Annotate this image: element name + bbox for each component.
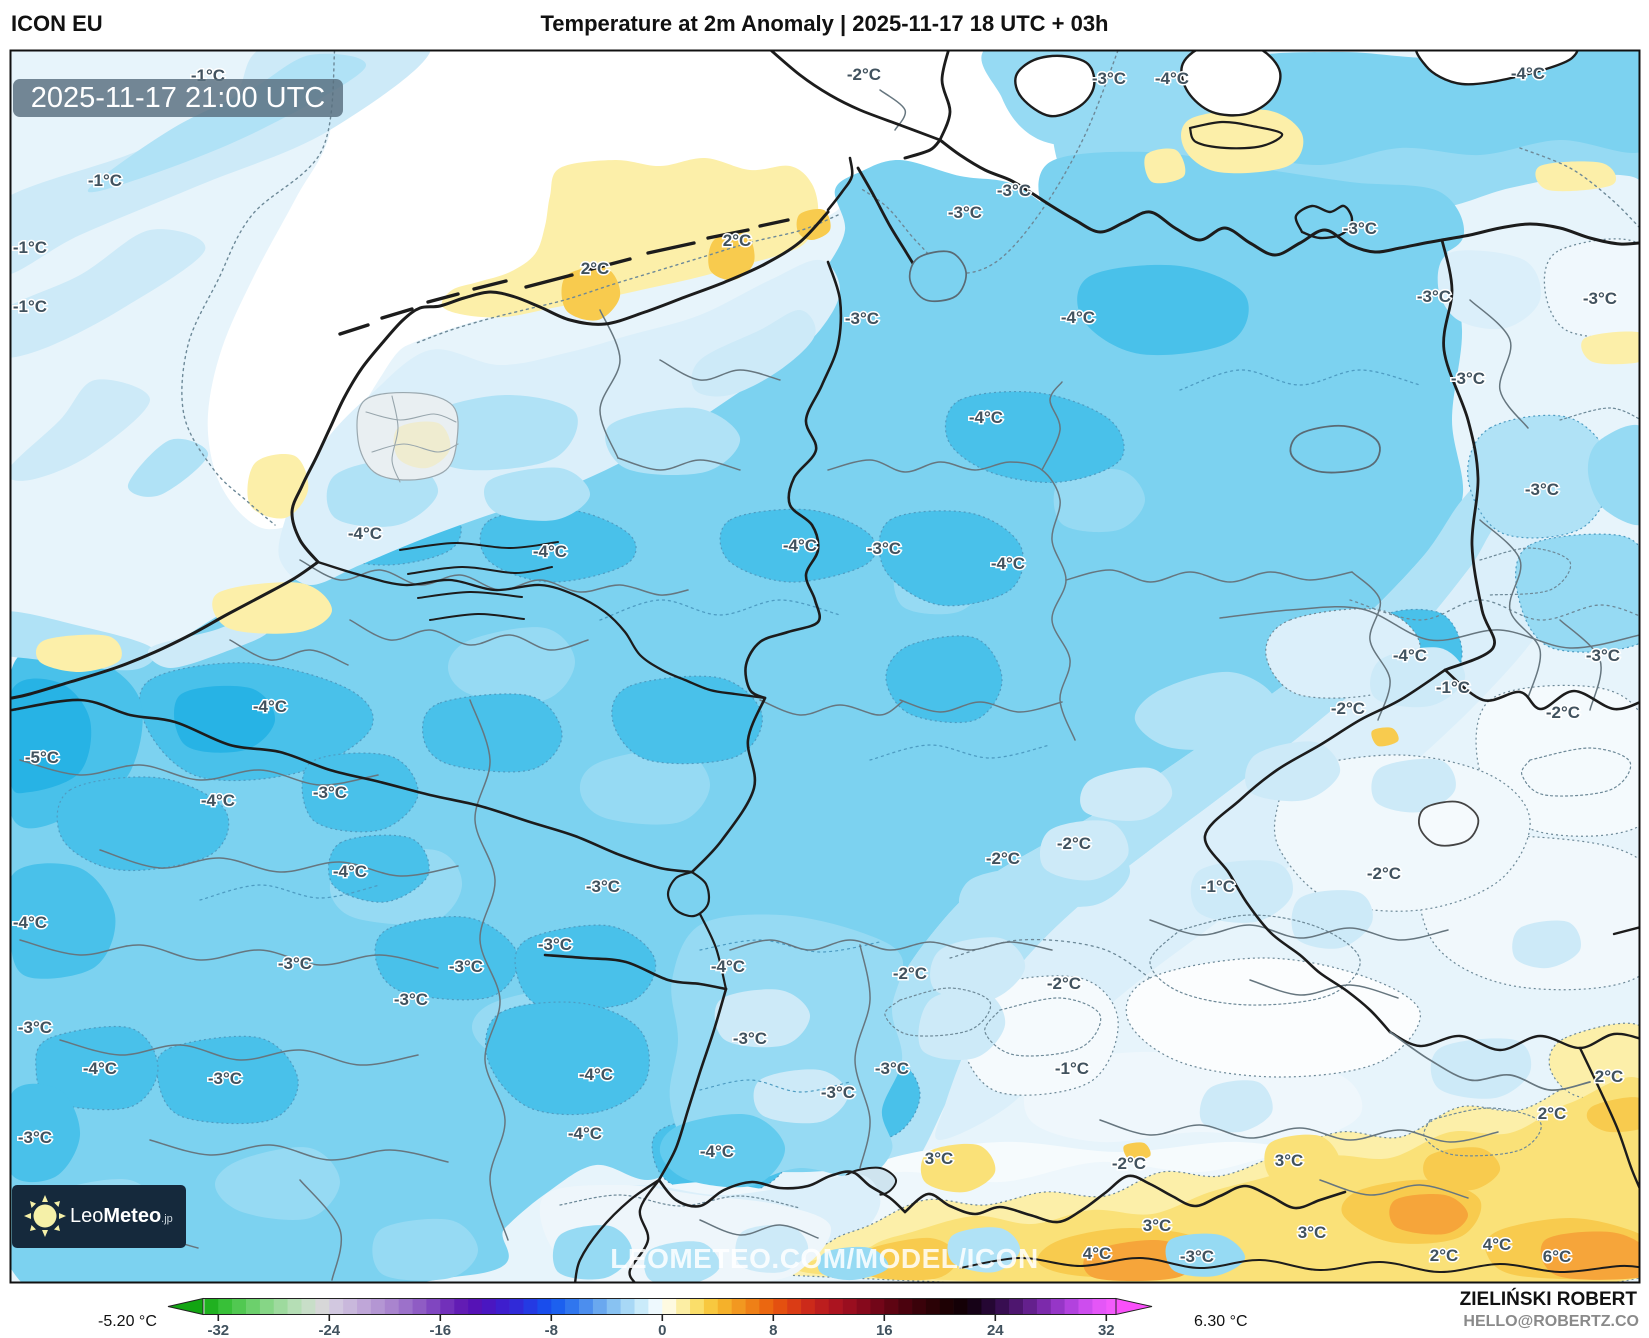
svg-text:-4°C: -4°C <box>1393 646 1427 665</box>
svg-text:6°C: 6°C <box>1543 1247 1572 1266</box>
svg-text:-32: -32 <box>207 1322 229 1338</box>
svg-text:24: 24 <box>987 1322 1004 1338</box>
svg-text:-4°C: -4°C <box>991 554 1025 573</box>
svg-text:3°C: 3°C <box>1275 1151 1304 1170</box>
svg-text:-4°C: -4°C <box>783 536 817 555</box>
svg-text:16: 16 <box>876 1322 893 1338</box>
svg-text:-1°C: -1°C <box>1201 877 1235 896</box>
svg-text:-2°C: -2°C <box>847 65 881 84</box>
svg-text:-4°C: -4°C <box>533 542 567 561</box>
svg-text:-2°C: -2°C <box>1367 864 1401 883</box>
svg-text:-3°C: -3°C <box>18 1128 52 1147</box>
svg-text:2°C: 2°C <box>581 259 610 278</box>
svg-text:-4°C: -4°C <box>700 1142 734 1161</box>
svg-text:-4°C: -4°C <box>333 862 367 881</box>
svg-text:3°C: 3°C <box>1143 1216 1172 1235</box>
svg-text:-4°C: -4°C <box>579 1065 613 1084</box>
svg-text:-3°C: -3°C <box>875 1059 909 1078</box>
svg-text:-2°C: -2°C <box>1112 1154 1146 1173</box>
svg-text:-3°C: -3°C <box>997 181 1031 200</box>
svg-text:2°C: 2°C <box>1595 1067 1624 1086</box>
svg-text:-3°C: -3°C <box>1586 646 1620 665</box>
svg-text:-1°C: -1°C <box>13 238 47 257</box>
svg-text:0: 0 <box>658 1322 666 1338</box>
svg-text:-4°C: -4°C <box>348 524 382 543</box>
svg-text:-3°C: -3°C <box>1092 69 1126 88</box>
svg-text:-2°C: -2°C <box>1331 699 1365 718</box>
svg-text:-2°C: -2°C <box>1047 974 1081 993</box>
svg-text:-4°C: -4°C <box>1511 64 1545 83</box>
svg-text:2°C: 2°C <box>723 231 752 250</box>
svg-text:2°C: 2°C <box>1430 1246 1459 1265</box>
svg-text:3°C: 3°C <box>925 1149 954 1168</box>
svg-text:-3°C: -3°C <box>1583 289 1617 308</box>
svg-text:-4°C: -4°C <box>201 791 235 810</box>
svg-text:-3°C: -3°C <box>733 1029 767 1048</box>
svg-text:8: 8 <box>769 1322 777 1338</box>
svg-text:-3°C: -3°C <box>449 957 483 976</box>
svg-text:-3°C: -3°C <box>845 309 879 328</box>
svg-text:-4°C: -4°C <box>83 1059 117 1078</box>
svg-text:-3°C: -3°C <box>948 203 982 222</box>
svg-text:-2°C: -2°C <box>1057 834 1091 853</box>
svg-text:4°C: 4°C <box>1483 1235 1512 1254</box>
svg-text:-4°C: -4°C <box>253 697 287 716</box>
svg-text:-3°C: -3°C <box>538 935 572 954</box>
svg-text:-1°C: -1°C <box>88 171 122 190</box>
svg-text:-3°C: -3°C <box>1525 480 1559 499</box>
svg-text:32: 32 <box>1098 1322 1115 1338</box>
svg-text:-2°C: -2°C <box>986 849 1020 868</box>
svg-text:-8: -8 <box>545 1322 558 1338</box>
svg-text:-4°C: -4°C <box>711 957 745 976</box>
svg-text:-3°C: -3°C <box>1180 1247 1214 1266</box>
svg-text:-3°C: -3°C <box>1343 219 1377 238</box>
svg-text:-1°C: -1°C <box>13 297 47 316</box>
svg-text:4°C: 4°C <box>1083 1244 1112 1263</box>
svg-text:-3°C: -3°C <box>1417 287 1451 306</box>
svg-text:-4°C: -4°C <box>1155 69 1189 88</box>
svg-text:-2°C: -2°C <box>893 964 927 983</box>
svg-text:-4°C: -4°C <box>568 1124 602 1143</box>
svg-text:-3°C: -3°C <box>867 539 901 558</box>
svg-text:2°C: 2°C <box>1538 1104 1567 1123</box>
svg-text:-1°C: -1°C <box>1436 678 1470 697</box>
svg-text:-3°C: -3°C <box>586 877 620 896</box>
svg-text:-24: -24 <box>318 1322 340 1338</box>
svg-text:-3°C: -3°C <box>18 1018 52 1037</box>
svg-text:-3°C: -3°C <box>208 1069 242 1088</box>
svg-text:-3°C: -3°C <box>394 990 428 1009</box>
svg-text:-3°C: -3°C <box>278 954 312 973</box>
svg-text:-2°C: -2°C <box>1546 703 1580 722</box>
svg-text:3°C: 3°C <box>1298 1223 1327 1242</box>
svg-text:-16: -16 <box>429 1322 451 1338</box>
svg-text:-3°C: -3°C <box>821 1083 855 1102</box>
svg-text:-4°C: -4°C <box>13 913 47 932</box>
svg-text:-4°C: -4°C <box>1061 308 1095 327</box>
svg-text:-5°C: -5°C <box>25 748 59 767</box>
svg-text:-4°C: -4°C <box>969 408 1003 427</box>
svg-text:-1°C: -1°C <box>1055 1059 1089 1078</box>
svg-text:-3°C: -3°C <box>313 783 347 802</box>
svg-text:-3°C: -3°C <box>1451 369 1485 388</box>
